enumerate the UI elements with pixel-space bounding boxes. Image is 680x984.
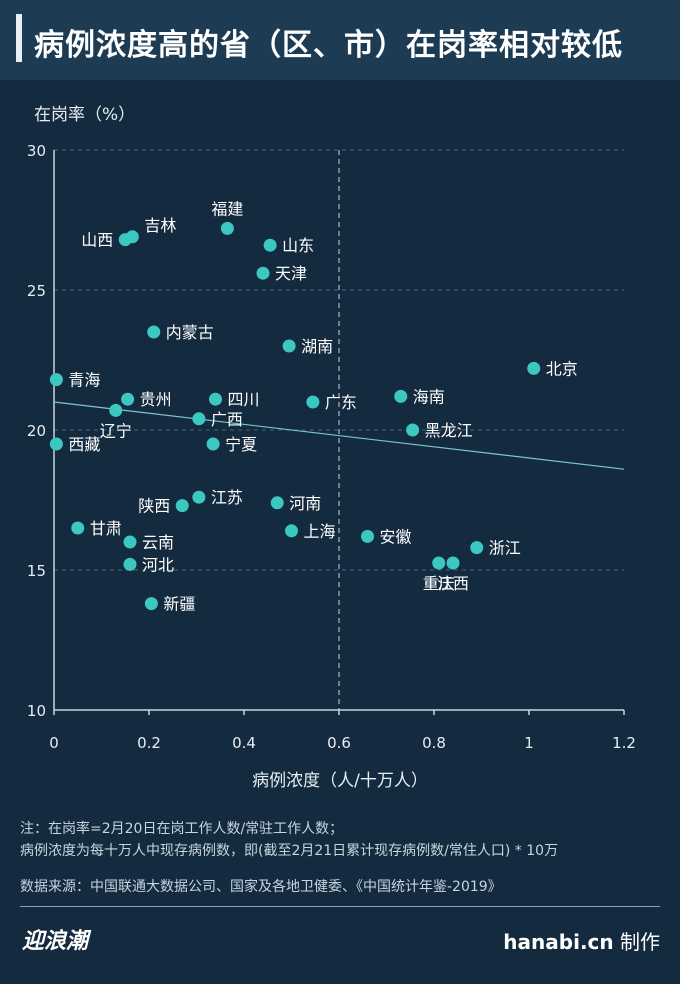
point-label: 黑龙江 — [425, 421, 473, 440]
x-tick-label: 1 — [524, 734, 534, 752]
x-tick-label: 0.2 — [137, 734, 161, 752]
point-label: 陕西 — [138, 497, 170, 516]
data-point — [406, 423, 420, 437]
brand-logo: 迎浪潮 — [22, 928, 92, 954]
data-point — [49, 373, 63, 387]
x-tick-label: 0 — [49, 734, 59, 752]
note-line-2: 病例浓度为每十万人中现存病例数，即(截至2月21日累计现存病例数/常住人口) *… — [20, 843, 559, 859]
credit-suffix: 制作 — [613, 930, 660, 954]
data-point — [282, 339, 296, 353]
point-label: 广西 — [211, 410, 243, 429]
note-line-1: 注：在岗率=2月20日在岗工作人数/常驻工作人数； — [20, 821, 344, 837]
point-label: 内蒙古 — [166, 323, 214, 342]
data-point — [361, 529, 374, 543]
point-label: 福建 — [211, 199, 243, 218]
point-label: 上海 — [304, 522, 336, 541]
data-point — [527, 361, 541, 375]
point-label: 重庆 — [423, 574, 455, 593]
data-point — [49, 437, 63, 451]
point-label: 北京 — [546, 359, 578, 378]
point-label: 广东 — [325, 393, 357, 412]
y-tick-label: 10 — [27, 702, 46, 720]
credit-site[interactable]: hanabi.cn — [503, 930, 614, 954]
x-tick-label: 1.2 — [612, 734, 636, 752]
data-point — [432, 556, 446, 570]
data-point — [175, 499, 189, 513]
x-axis-title: 病例浓度（人/十万人） — [252, 771, 428, 791]
point-label: 甘肃 — [90, 519, 122, 538]
data-point — [147, 325, 161, 339]
point-label: 江苏 — [211, 488, 243, 507]
point-label: 海南 — [413, 387, 445, 406]
data-point — [123, 557, 137, 571]
brand-logo-text: 迎浪潮 — [22, 928, 92, 954]
point-label: 河北 — [142, 555, 174, 574]
data-point — [109, 403, 123, 417]
x-tick-label: 0.4 — [232, 734, 256, 752]
data-point — [394, 389, 408, 403]
data-point — [192, 490, 206, 504]
point-label: 山东 — [282, 236, 314, 255]
point-label: 天津 — [275, 264, 307, 283]
data-point — [144, 597, 158, 611]
data-point — [220, 221, 234, 235]
point-label: 安徽 — [380, 527, 412, 546]
y-tick-label: 25 — [27, 282, 46, 300]
y-axis-title: 在岗率（%） — [34, 105, 136, 125]
trendline — [53, 401, 625, 470]
point-label: 吉林 — [144, 216, 176, 235]
data-point — [192, 412, 206, 426]
data-point — [123, 535, 137, 549]
point-label: 浙江 — [489, 539, 521, 558]
header-banner: 病例浓度高的省（区、市）在岗率相对较低 — [0, 0, 680, 80]
point-label: 湖南 — [301, 337, 333, 356]
data-point — [470, 541, 484, 555]
data-point — [209, 392, 222, 406]
point-label: 云南 — [142, 533, 174, 552]
data-point — [71, 521, 85, 535]
point-label: 四川 — [228, 390, 260, 409]
point-label: 山西 — [81, 231, 113, 250]
data-point — [263, 238, 277, 252]
data-point — [121, 392, 135, 406]
data-point — [125, 230, 139, 244]
point-label: 江西 — [437, 574, 469, 593]
point-label: 贵州 — [140, 390, 172, 409]
footer-divider — [20, 906, 660, 907]
point-label: 辽宁 — [100, 421, 132, 440]
page-title: 病例浓度高的省（区、市）在岗率相对较低 — [34, 28, 623, 63]
data-source: 数据来源：中国联通大数据公司、国家及各地卫健委、《中国统计年鉴-2019》 — [20, 879, 502, 895]
point-label: 西藏 — [68, 435, 100, 454]
point-label: 青海 — [68, 371, 100, 390]
data-point — [270, 496, 284, 510]
data-point — [306, 395, 320, 409]
x-tick-label: 0.8 — [422, 734, 446, 752]
y-tick-label: 30 — [27, 142, 46, 160]
point-label: 宁夏 — [225, 435, 257, 454]
data-point — [285, 524, 298, 538]
y-tick-label: 15 — [27, 562, 46, 580]
y-tick-label: 20 — [27, 422, 46, 440]
credit: hanabi.cn 制作 — [503, 926, 660, 955]
data-point — [446, 556, 460, 570]
chart-notes: 注：在岗率=2月20日在岗工作人数/常驻工作人数； 病例浓度为每十万人中现存病例… — [20, 818, 558, 862]
data-point — [256, 266, 270, 280]
title-accent-bar — [16, 14, 22, 62]
point-label: 新疆 — [163, 595, 195, 614]
point-label: 河南 — [289, 494, 321, 513]
data-point — [206, 437, 220, 451]
x-tick-label: 0.6 — [327, 734, 351, 752]
